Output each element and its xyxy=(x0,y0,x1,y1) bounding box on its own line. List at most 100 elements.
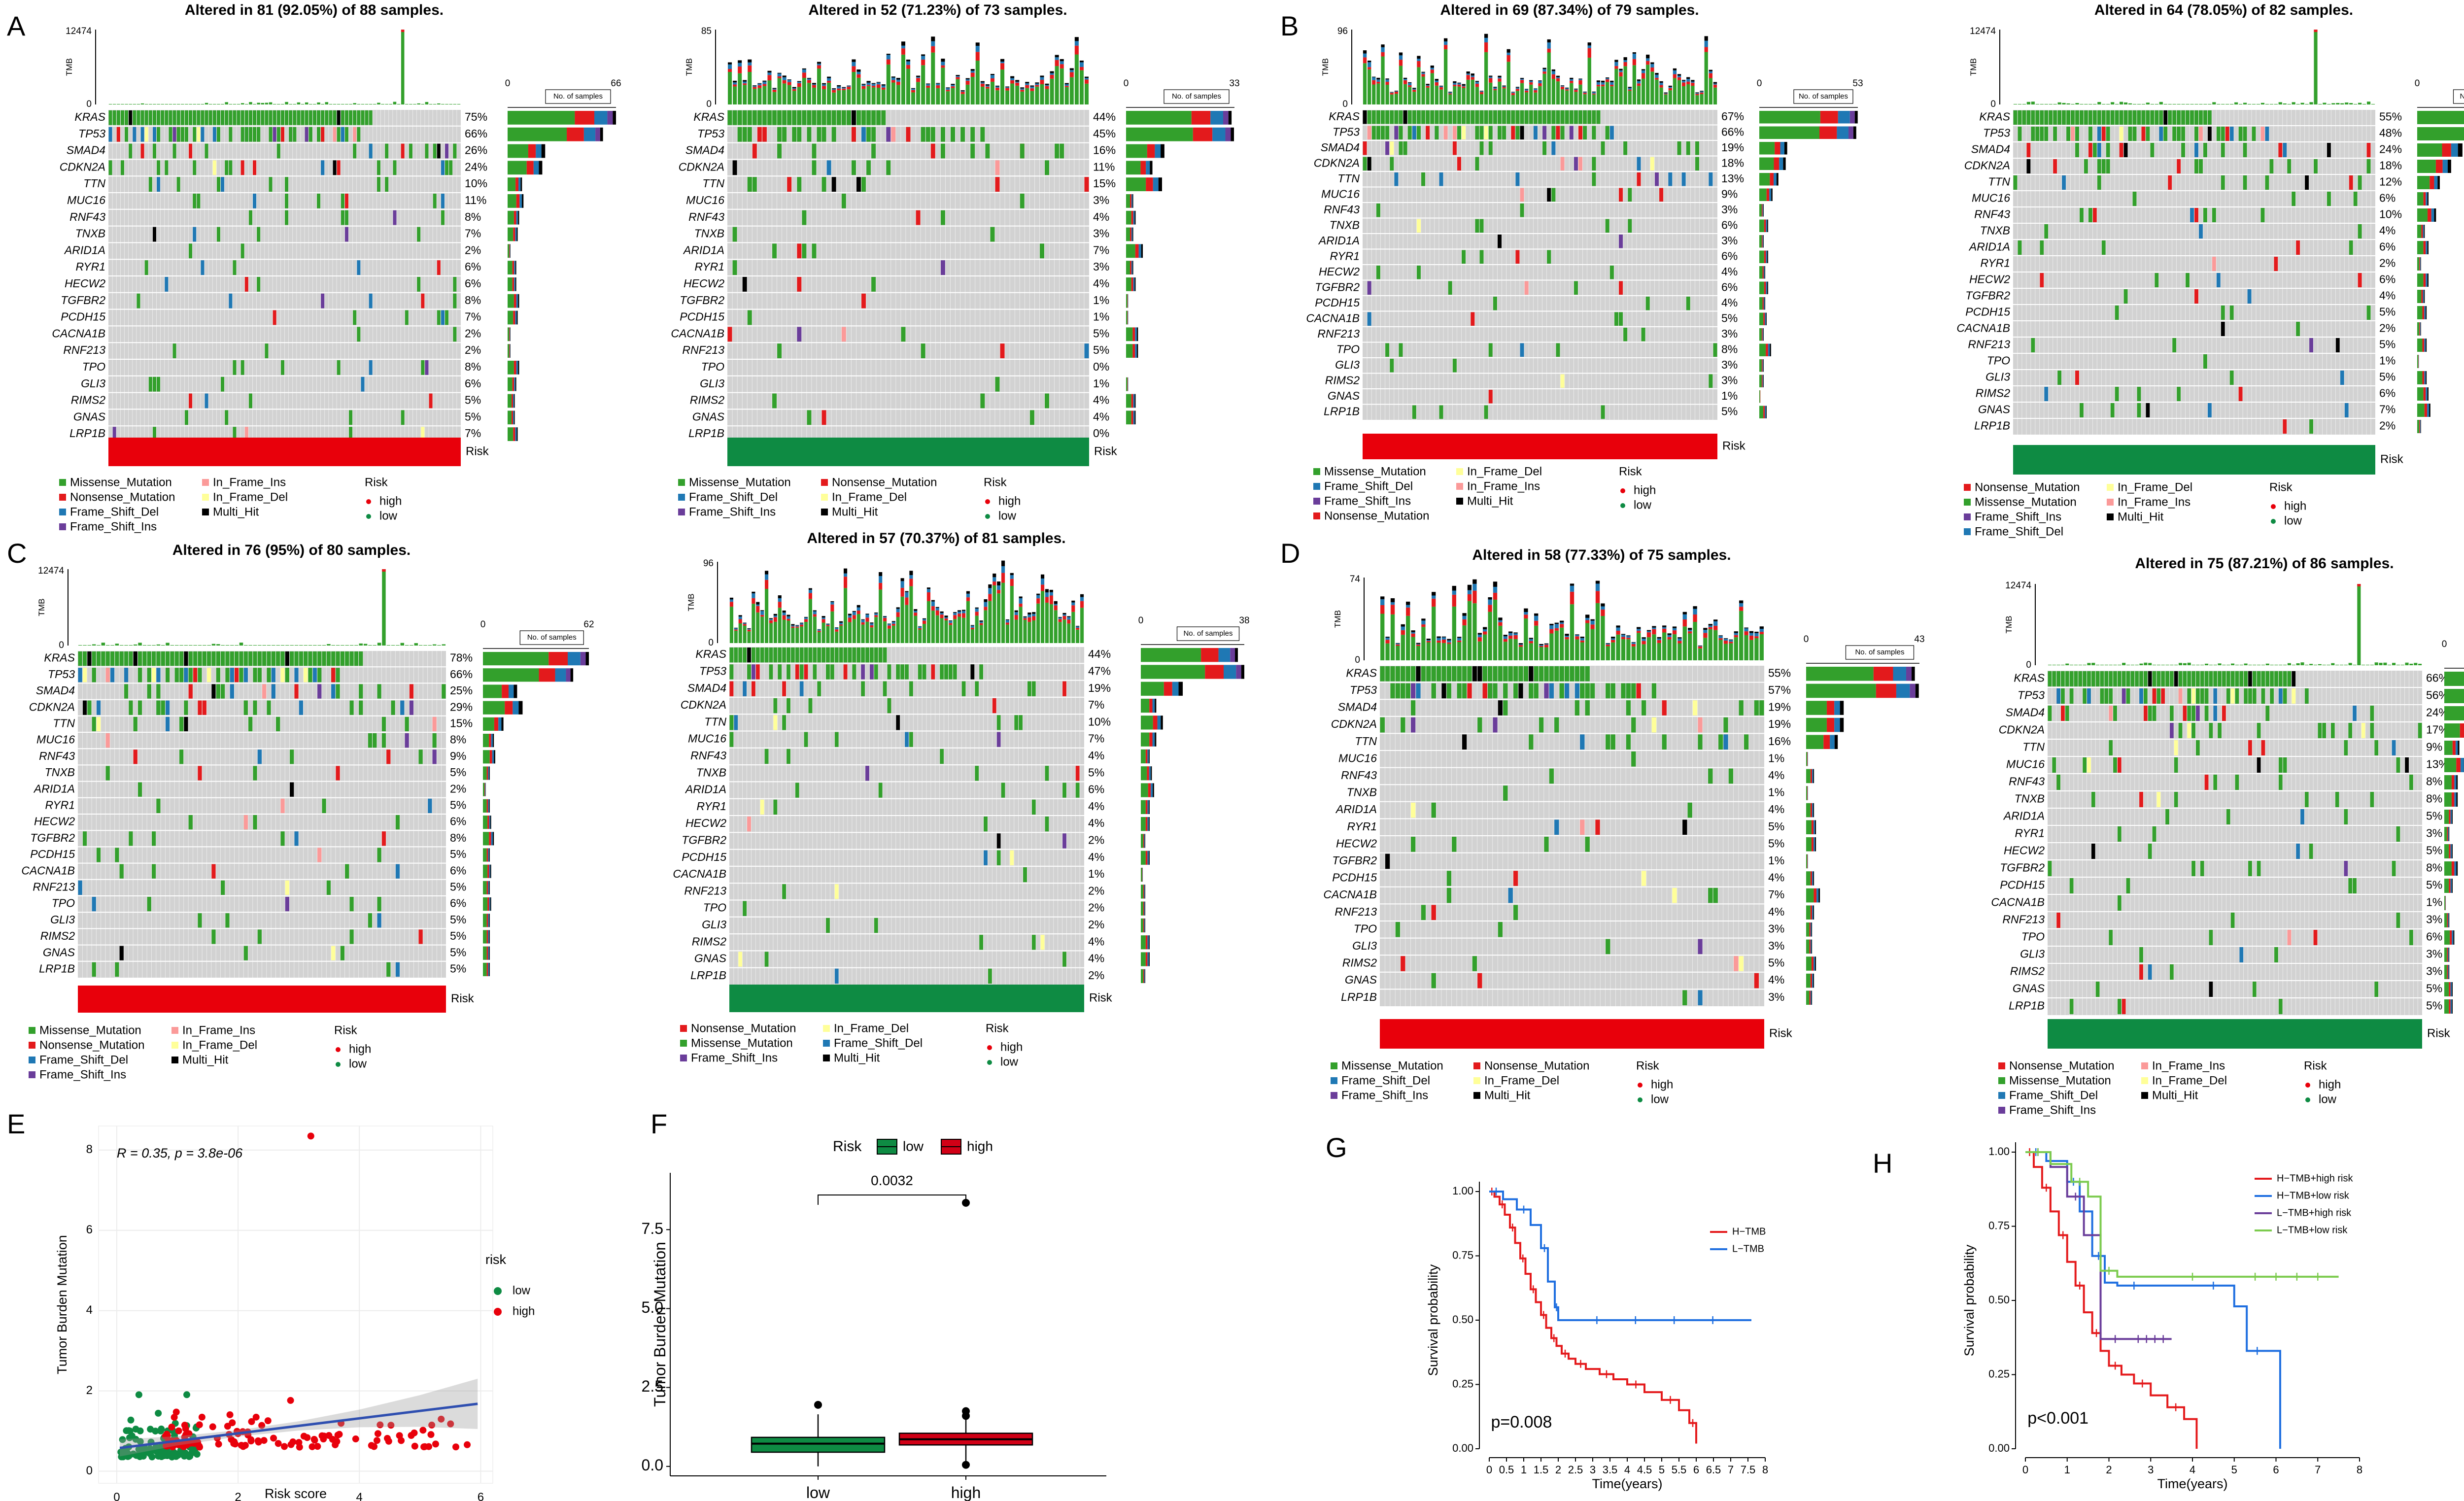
mutation-cell xyxy=(2109,706,2113,721)
gene-percent: 5% xyxy=(2426,844,2442,857)
mutation-cell xyxy=(1503,683,1508,699)
tmb-bar-segment xyxy=(1657,643,1661,660)
side-bar-segment xyxy=(1134,210,1136,225)
mutation-cell xyxy=(742,110,747,125)
tmb-bar-segment xyxy=(1513,639,1518,660)
mutation-cell xyxy=(201,110,205,125)
side-bar-segment xyxy=(518,361,519,375)
gene-label: TTN xyxy=(53,716,75,729)
legend-label: Frame_Shift_Ins xyxy=(691,1051,778,1064)
tmb-bar xyxy=(258,645,262,646)
mutation-cell xyxy=(1547,110,1551,124)
mutation-cell xyxy=(817,110,821,125)
tmb-bar-segment xyxy=(1549,629,1554,634)
side-bar-segment xyxy=(1848,126,1853,139)
gene-percent: 10% xyxy=(465,177,487,190)
side-bar-segment xyxy=(1225,127,1231,141)
mutation-cell xyxy=(1416,110,1421,124)
mutation-cell xyxy=(2031,110,2035,125)
side-bar-segment xyxy=(1161,144,1164,158)
tmb-bar xyxy=(368,645,372,646)
mutation-cell xyxy=(329,110,333,125)
mutation-cell xyxy=(2207,127,2212,141)
gene-label: GNAS xyxy=(1978,403,2011,416)
oncoplot-7: Altered in 58 (77.33%) of 75 samples.740… xyxy=(1323,547,1924,1106)
mutation-cell xyxy=(970,127,975,142)
tmb-bar-segment xyxy=(847,86,851,90)
tmb-bar xyxy=(269,102,273,104)
mutation-cell xyxy=(262,651,267,666)
gene-label: RNF213 xyxy=(684,884,726,897)
mutation-cell xyxy=(2122,688,2126,704)
tmb-bar-segment xyxy=(1538,80,1542,81)
mutation-cell xyxy=(2349,240,2353,255)
mutation-cell xyxy=(2152,706,2156,721)
side-bar-segment xyxy=(1141,800,1146,814)
tmb-bar-segment xyxy=(856,614,860,643)
mutation-cell xyxy=(229,293,233,308)
side-bar-segment xyxy=(1854,111,1858,124)
tmb-bar-segment xyxy=(738,66,742,73)
tmb-bar-segment xyxy=(891,623,895,626)
gene-label: KRAS xyxy=(1346,666,1377,679)
mutation-cell xyxy=(856,177,861,192)
mutation-cell xyxy=(930,127,935,142)
side-bar-segment xyxy=(1812,905,1814,920)
mutation-cell xyxy=(804,732,808,747)
gene-percent: 24% xyxy=(465,160,487,173)
side-bar-segment xyxy=(515,377,516,391)
mutation-cell xyxy=(852,648,856,663)
mutation-cell xyxy=(417,227,421,242)
mutation-cell xyxy=(1547,188,1551,202)
gene-percent: 3% xyxy=(1721,203,1738,216)
gene-percent: 5% xyxy=(450,798,466,811)
mutation-cell xyxy=(1681,172,1686,186)
gene-label: RIMS2 xyxy=(690,394,725,407)
tmb-bar-segment xyxy=(1637,83,1641,86)
tmb-bar xyxy=(239,643,243,646)
gene-label: LRP1B xyxy=(1341,990,1377,1003)
mutation-cell xyxy=(961,681,966,696)
mutation-cell xyxy=(2265,706,2270,721)
side-bar-segment xyxy=(2451,143,2458,157)
gene-label: CDKN2A xyxy=(1964,159,2010,172)
mutation-cell xyxy=(151,668,156,682)
mutation-cell xyxy=(2044,387,2049,401)
side-bar-segment xyxy=(516,227,518,241)
gene-percent: 4% xyxy=(1088,800,1104,813)
mutation-cell xyxy=(2353,878,2357,893)
tmb-bar xyxy=(2336,102,2340,104)
tmb-bar-segment xyxy=(923,618,926,619)
tmb-bar-segment xyxy=(1071,605,1075,612)
mutation-cell xyxy=(922,664,926,680)
side-bar-segment xyxy=(2417,127,2464,140)
mutation-cell xyxy=(125,110,129,125)
mutation-cell xyxy=(169,110,172,125)
mutation-cell xyxy=(273,310,276,325)
gene-percent: 2% xyxy=(1088,901,1104,914)
mutation-cell xyxy=(1692,700,1698,716)
tmb-bar-segment xyxy=(1646,637,1651,660)
tmb-bar xyxy=(272,645,275,646)
mutation-cell xyxy=(1452,666,1457,682)
mutation-cell xyxy=(1367,126,1371,139)
tmb-bar xyxy=(110,645,114,646)
tmb-bar-segment xyxy=(762,80,767,82)
mutation-cell xyxy=(734,715,738,730)
mutation-cell xyxy=(792,127,797,142)
mutation-cell xyxy=(172,343,176,358)
side-bar-segment xyxy=(486,914,488,927)
mutation-cell xyxy=(1595,819,1600,835)
tmb-bar-segment xyxy=(1723,640,1728,644)
tmb-bar-segment xyxy=(931,36,935,41)
tmb-bar xyxy=(331,645,335,646)
side-bar-segment xyxy=(1131,194,1133,208)
tmb-bar-segment xyxy=(1457,83,1461,85)
tmb-bar-segment xyxy=(1585,617,1590,620)
gene-percent: 55% xyxy=(2379,110,2402,123)
side-bar-segment xyxy=(1126,244,1135,258)
mutation-cell xyxy=(737,127,742,142)
tmb-bar-segment xyxy=(1641,73,1645,79)
mutation-cell xyxy=(243,815,248,830)
mutation-cell xyxy=(1395,922,1401,937)
